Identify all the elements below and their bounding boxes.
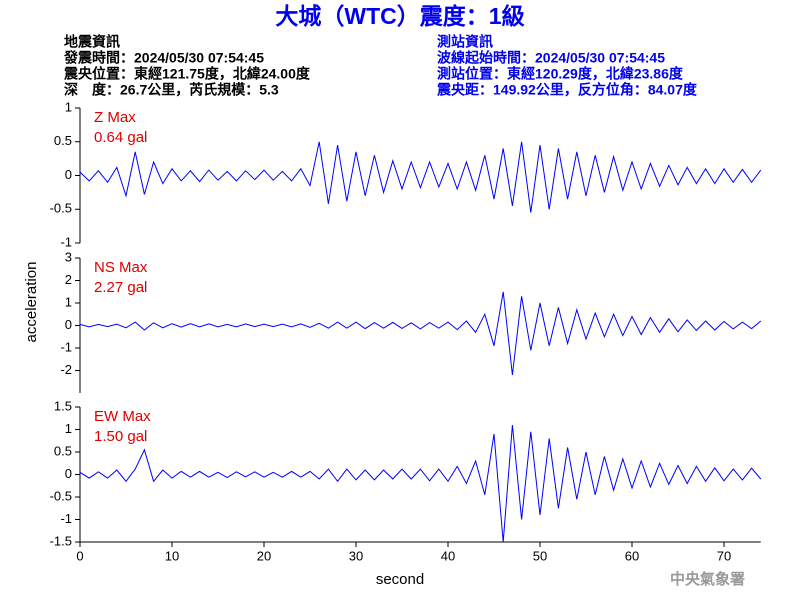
info-line: 地震資訊 (64, 34, 120, 50)
info-line: 測站資訊 (437, 34, 493, 50)
info-line: 發震時間：2024/05/30 07:54:45 (63, 50, 264, 66)
y-tick-label: -0.5 (50, 488, 72, 503)
annotation: 1.50 gal (94, 428, 147, 445)
y-tick-label: 1 (65, 421, 72, 436)
annotation: 0.64 gal (94, 129, 147, 146)
annotation: EW Max (94, 408, 151, 425)
y-tick-label: 0 (65, 466, 72, 481)
info-line: 深 度：26.7公里，芮氏規模：5.3 (64, 82, 279, 98)
y-tick-label: -1 (60, 511, 72, 526)
y-tick-label: -2 (60, 362, 72, 377)
waveform (79, 291, 762, 376)
x-tick-label: 20 (257, 548, 271, 563)
x-tick-label: 60 (625, 548, 639, 563)
y-tick-label: 1 (65, 99, 72, 114)
y-tick-label: -1.5 (50, 533, 72, 548)
y-tick-label: 0 (65, 317, 72, 332)
y-tick-label: -1 (60, 339, 72, 354)
y-tick-label: 3 (65, 249, 72, 264)
info-line: 測站位置：東經120.29度，北緯23.86度 (437, 66, 684, 82)
agency: 中央氣象署 (670, 570, 745, 588)
y-tick-label: -1 (60, 234, 72, 249)
y-tick-label: 0.5 (54, 133, 72, 148)
x-tick-label: 30 (349, 548, 363, 563)
chart-title: 大城（WTC）震度：1級 (275, 3, 524, 29)
y-tick-label: 1 (65, 294, 72, 309)
y-tick-label: 1.5 (54, 398, 72, 413)
x-tick-label: 50 (533, 548, 547, 563)
x-tick-label: 70 (717, 548, 731, 563)
x-tick-label: 40 (441, 548, 455, 563)
y-axis-label: acceleration (23, 262, 40, 343)
info-line: 波線起始時間：2024/05/30 07:54:45 (437, 50, 665, 66)
annotation: 2.27 gal (94, 279, 147, 296)
y-tick-label: 0.5 (54, 443, 72, 458)
x-tick-label: 10 (165, 548, 179, 563)
info-line: 震央距：149.92公里，反方位角：84.07度 (436, 82, 698, 98)
y-tick-label: -0.5 (50, 201, 72, 216)
annotation: NS Max (94, 259, 148, 276)
waveform (79, 424, 762, 543)
info-line: 震央位置：東經121.75度，北緯24.00度 (63, 66, 311, 82)
annotation: Z Max (94, 109, 136, 126)
y-tick-label: 2 (65, 272, 72, 287)
x-tick-label: 0 (76, 548, 83, 563)
y-tick-label: 0 (65, 167, 72, 182)
waveform (79, 141, 762, 213)
x-axis-label: second (376, 571, 424, 588)
